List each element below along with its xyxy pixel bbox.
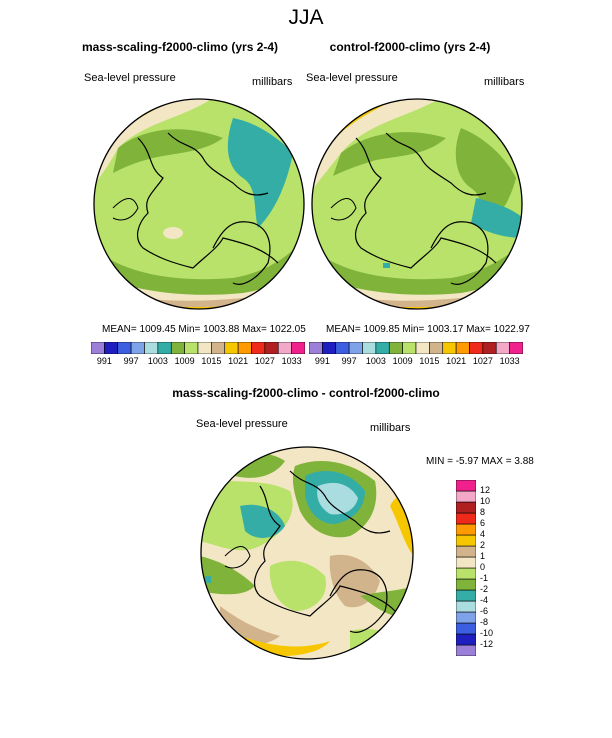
colorbar-swatch — [264, 342, 279, 354]
colorbar-tick-label: -12 — [480, 639, 494, 649]
colorbar-tick-label: 1021 — [446, 356, 467, 366]
colorbar-tick-label: 1027 — [254, 356, 275, 366]
colorbar-tick-label: 10 — [480, 496, 491, 506]
colorbar-tick-label: -1 — [480, 573, 489, 583]
panel-1-variable: Sea-level pressure — [84, 72, 176, 84]
colorbar-swatch — [388, 342, 403, 354]
colorbar-swatch — [469, 342, 484, 354]
panel-1-title: mass-scaling-f2000-climo (yrs 2-4) — [81, 40, 279, 54]
colorbar-swatch — [211, 342, 226, 354]
panel-1-map — [93, 98, 305, 310]
colorbar-swatch — [309, 342, 323, 354]
colorbar-swatch — [495, 342, 510, 354]
panel-2-stats: MEAN= 1009.85 Min= 1003.17 Max= 1022.97 — [326, 324, 530, 335]
diff-variable: Sea-level pressure — [196, 418, 288, 430]
colorbar-swatch — [251, 342, 266, 354]
panel-2-title: control-f2000-climo (yrs 2-4) — [329, 40, 491, 54]
colorbar-tick-label: 991 — [96, 356, 112, 366]
colorbar-swatch — [415, 342, 430, 354]
colorbar-swatch — [335, 342, 350, 354]
colorbar-swatch — [456, 622, 476, 635]
colorbar-swatch — [348, 342, 363, 354]
colorbar-swatch — [456, 644, 476, 656]
colorbar-swatch — [456, 490, 476, 503]
colorbar-tick-label: 1021 — [228, 356, 249, 366]
colorbar-tick-label: 1033 — [499, 356, 520, 366]
colorbar-swatch — [456, 589, 476, 602]
diff-units: millibars — [370, 422, 411, 434]
panel-1-units: millibars — [252, 76, 293, 88]
colorbar-tick-label: 1033 — [281, 356, 302, 366]
colorbar-tick-label: 1009 — [392, 356, 413, 366]
colorbar-tick-label: 8 — [480, 507, 486, 517]
diff-colorbar — [456, 480, 476, 656]
colorbar-tick-label: 991 — [314, 356, 330, 366]
colorbar-tick-label: 1027 — [472, 356, 493, 366]
main-title: JJA — [288, 6, 324, 29]
colorbar-swatch — [456, 578, 476, 591]
colorbar-swatch — [456, 480, 476, 492]
colorbar-swatch — [170, 342, 185, 354]
colorbar-swatch — [144, 342, 159, 354]
colorbar-swatch — [456, 556, 476, 569]
panel-2-colorbar — [309, 342, 523, 354]
colorbar-swatch — [456, 501, 476, 514]
panel-1-stats: MEAN= 1009.45 Min= 1003.88 Max= 1022.05 — [102, 324, 306, 335]
diff-stats: MIN = -5.97 MAX = 3.88 — [426, 456, 534, 467]
colorbar-tick-label: -6 — [480, 606, 489, 616]
colorbar-tick-label: 1003 — [365, 356, 386, 366]
colorbar-swatch — [456, 567, 476, 580]
colorbar-swatch — [184, 342, 199, 354]
colorbar-swatch — [237, 342, 252, 354]
colorbar-tick-label: -4 — [480, 595, 489, 605]
colorbar-tick-label: -2 — [480, 584, 489, 594]
colorbar-tick-label: -8 — [480, 617, 489, 627]
colorbar-tick-label: 6 — [480, 518, 486, 528]
colorbar-swatch — [322, 342, 337, 354]
diff-title: mass-scaling-f2000-climo - control-f2000… — [172, 386, 440, 400]
colorbar-swatch — [509, 342, 523, 354]
colorbar-swatch — [429, 342, 444, 354]
panel-1-colorbar — [91, 342, 305, 354]
colorbar-swatch — [91, 342, 105, 354]
colorbar-tick-label: 997 — [341, 356, 357, 366]
colorbar-swatch — [104, 342, 119, 354]
colorbar-swatch — [456, 611, 476, 624]
colorbar-tick-label: 12 — [480, 485, 491, 495]
colorbar-swatch — [482, 342, 497, 354]
colorbar-swatch — [375, 342, 390, 354]
colorbar-swatch — [224, 342, 239, 354]
panel-2-variable: Sea-level pressure — [306, 72, 398, 84]
panel-2-map — [311, 98, 523, 310]
colorbar-swatch — [157, 342, 172, 354]
colorbar-tick-label: 1 — [480, 551, 486, 561]
colorbar-swatch — [442, 342, 457, 354]
colorbar-swatch — [277, 342, 292, 354]
colorbar-swatch — [362, 342, 377, 354]
diff-map — [200, 446, 414, 660]
colorbar-tick-label: 4 — [480, 529, 486, 539]
colorbar-tick-label: 0 — [480, 562, 486, 572]
colorbar-swatch — [197, 342, 212, 354]
colorbar-swatch — [291, 342, 305, 354]
colorbar-tick-label: 1015 — [419, 356, 440, 366]
colorbar-tick-label: 1003 — [147, 356, 168, 366]
colorbar-tick-label: 2 — [480, 540, 486, 550]
colorbar-tick-label: 997 — [123, 356, 139, 366]
colorbar-swatch — [402, 342, 417, 354]
colorbar-swatch — [456, 512, 476, 525]
colorbar-swatch — [456, 633, 476, 646]
colorbar-swatch — [456, 600, 476, 613]
colorbar-swatch — [456, 545, 476, 558]
colorbar-tick-label: 1009 — [174, 356, 195, 366]
colorbar-tick-label: -10 — [480, 628, 494, 638]
colorbar-tick-label: 1015 — [201, 356, 222, 366]
panel-2-units: millibars — [484, 76, 525, 88]
colorbar-swatch — [455, 342, 470, 354]
colorbar-swatch — [456, 534, 476, 547]
colorbar-swatch — [456, 523, 476, 536]
colorbar-swatch — [130, 342, 145, 354]
colorbar-swatch — [117, 342, 132, 354]
